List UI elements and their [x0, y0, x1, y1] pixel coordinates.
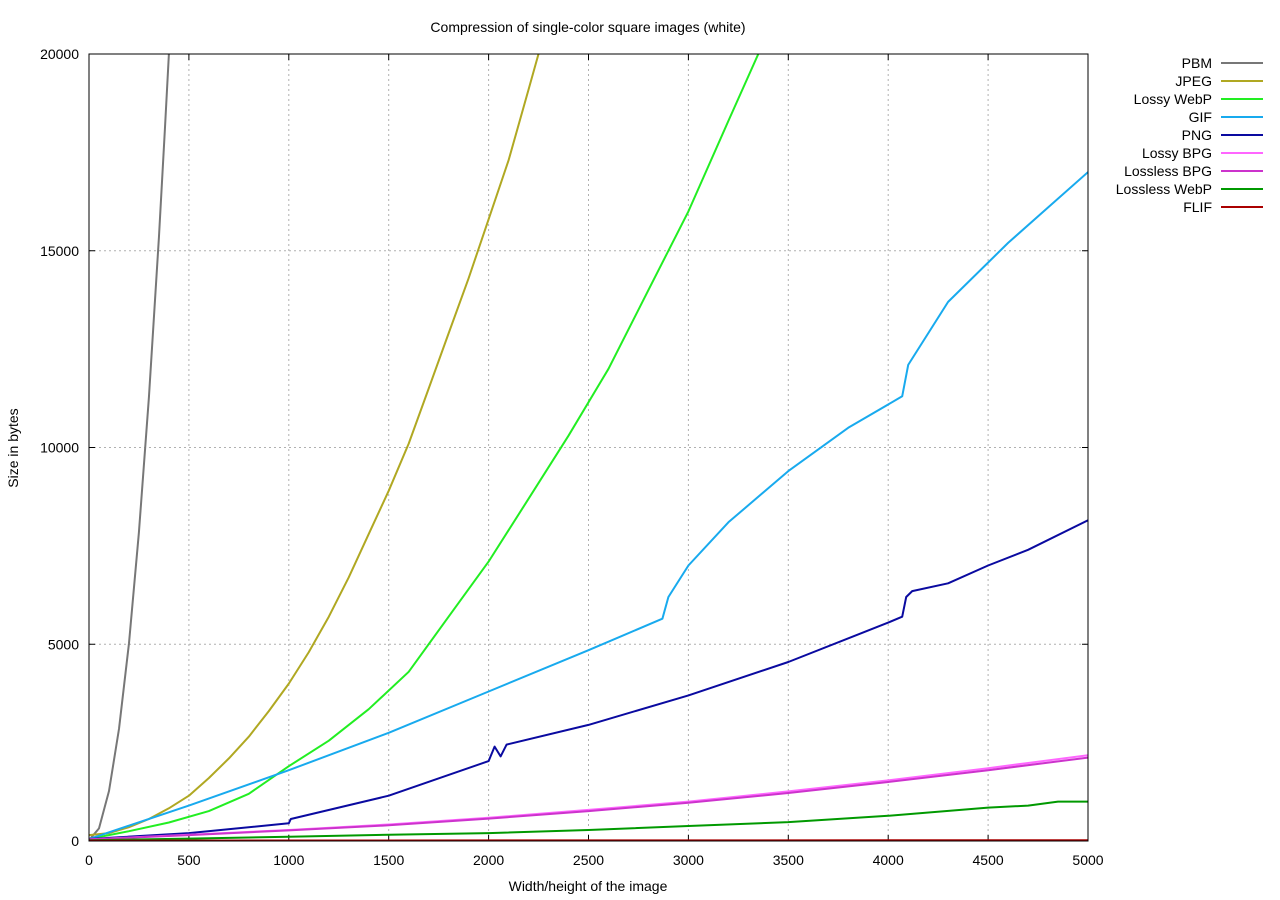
- legend-label: Lossy BPG: [1142, 145, 1212, 161]
- legend-label: FLIF: [1183, 199, 1212, 215]
- x-tick-label: 0: [85, 852, 93, 868]
- legend: PBM JPEG Lossy WebP GIF PNG Lossy BPG Lossless…: [1116, 55, 1263, 215]
- plot-frame: [88, 53, 1089, 842]
- legend-label: Lossless WebP: [1116, 181, 1212, 197]
- legend-label: GIF: [1189, 109, 1212, 125]
- y-tick-label: 0: [71, 833, 79, 849]
- y-tick-label: 20000: [40, 46, 79, 62]
- y-tick-label: 10000: [40, 440, 79, 456]
- legend-label: JPEG: [1175, 73, 1212, 89]
- legend-label: Lossy WebP: [1134, 91, 1212, 107]
- series-line-pbm: [89, 54, 170, 841]
- series-line-lossless-webp: [89, 800, 1088, 841]
- y-tick-label: 15000: [40, 243, 79, 259]
- y-tick-label: 5000: [48, 636, 79, 652]
- x-tick-label: 2000: [473, 852, 504, 868]
- series-line-png: [89, 519, 1088, 840]
- series-line-jpeg: [89, 54, 540, 837]
- series-lines: [89, 54, 1088, 841]
- y-axis-label: Size in bytes: [5, 408, 21, 487]
- x-axis-label: Width/height of the image: [509, 878, 668, 894]
- x-tick-label: 3000: [673, 852, 704, 868]
- chart-title: Compression of single-color square image…: [430, 19, 745, 35]
- x-tick-label: 3500: [773, 852, 804, 868]
- series-line-lossless-bpg: [89, 756, 1088, 841]
- x-tick-label: 5000: [1072, 852, 1103, 868]
- x-tick-label: 2500: [573, 852, 604, 868]
- x-tick-label: 500: [177, 852, 201, 868]
- grid-lines: [89, 54, 1088, 841]
- legend-label: PBM: [1182, 55, 1212, 71]
- series-line-gif: [89, 171, 1088, 840]
- x-tick-label: 1500: [373, 852, 404, 868]
- series-line-lossy-webp: [89, 54, 760, 840]
- axis-ticks: 0 500 1000 1500 2000 2500 3000 3500 4000 4500 5000…: [40, 46, 1104, 868]
- x-tick-label: 4500: [973, 852, 1004, 868]
- legend-label: PNG: [1182, 127, 1212, 143]
- x-tick-label: 4000: [873, 852, 904, 868]
- legend-label: Lossless BPG: [1124, 163, 1212, 179]
- x-tick-label: 1000: [273, 852, 304, 868]
